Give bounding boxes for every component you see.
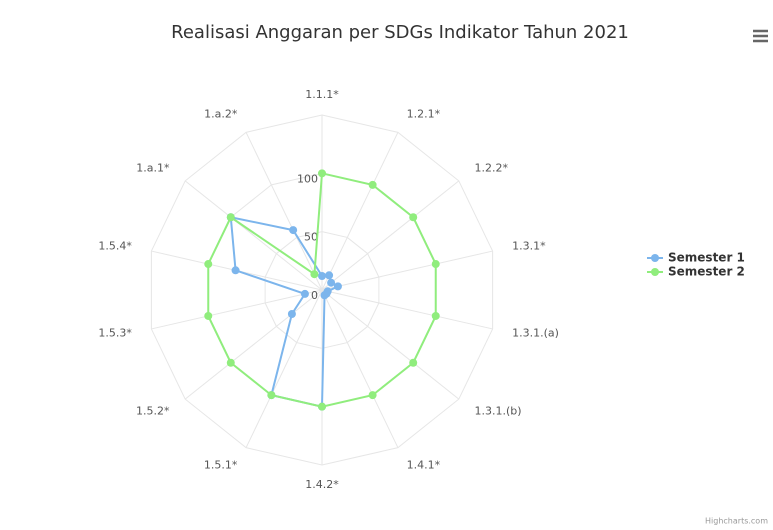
- series-point: [318, 402, 326, 411]
- category-label: 1.3.1.(a): [512, 326, 559, 339]
- spoke: [321, 289, 460, 400]
- category-label: 1.a.1*: [136, 161, 170, 174]
- legend-item[interactable]: Semester 1: [647, 251, 745, 265]
- y-tick-label: 100: [297, 172, 318, 185]
- series-point: [204, 311, 213, 320]
- category-label: 1.4.1*: [407, 459, 441, 472]
- category-label: 1.a.2*: [204, 107, 238, 120]
- legend-label: Semester 1: [668, 251, 745, 265]
- chart-title: Realisasi Anggaran per SDGs Indikator Ta…: [171, 22, 629, 43]
- spoke: [321, 289, 399, 448]
- series-point: [289, 226, 298, 235]
- grid: [150, 114, 494, 466]
- category-label: 1.1.1*: [305, 88, 339, 101]
- spoke: [321, 250, 493, 291]
- series-point: [318, 169, 326, 178]
- spoke: [245, 132, 323, 291]
- legend-marker: [651, 254, 659, 262]
- series-point: [431, 311, 440, 320]
- series-point: [226, 358, 235, 367]
- series-point: [320, 291, 329, 300]
- series-point: [204, 260, 213, 269]
- category-label: 1.4.2*: [305, 478, 339, 491]
- category-label: 1.5.4*: [98, 240, 132, 253]
- series-point: [325, 271, 334, 280]
- legend-marker: [651, 268, 659, 276]
- series-point: [300, 289, 309, 298]
- category-label: 1.5.3*: [98, 326, 132, 339]
- spoke: [151, 289, 323, 330]
- spoke: [321, 289, 493, 330]
- category-label: 1.5.2*: [136, 405, 170, 418]
- series-point: [368, 180, 377, 189]
- series-point: [327, 278, 336, 287]
- category-label: 1.2.1*: [407, 107, 441, 120]
- series-point: [267, 391, 276, 400]
- category-label: 1.3.1*: [512, 240, 546, 253]
- series-point: [333, 282, 342, 291]
- series-point: [231, 266, 240, 275]
- menu-button[interactable]: [750, 26, 770, 46]
- legend-item[interactable]: Semester 2: [647, 265, 745, 279]
- spoke: [321, 132, 399, 291]
- credits[interactable]: Highcharts.com: [705, 517, 768, 526]
- series-point: [368, 391, 377, 400]
- series-point: [287, 310, 296, 319]
- spoke: [321, 180, 460, 291]
- series-point: [431, 260, 440, 269]
- series-point: [318, 272, 326, 280]
- series-point: [310, 270, 319, 279]
- legend-label: Semester 2: [668, 265, 745, 279]
- y-tick-label: 0: [311, 289, 318, 302]
- y-tick-label: 50: [304, 231, 318, 244]
- series-point: [409, 358, 418, 367]
- category-label: 1.3.1.(b): [474, 405, 521, 418]
- series-point: [226, 213, 235, 222]
- series-point: [409, 213, 418, 222]
- category-label: 1.5.1*: [204, 459, 238, 472]
- spoke: [184, 289, 323, 400]
- spoke: [245, 289, 323, 448]
- spoke: [184, 180, 323, 291]
- category-label: 1.2.2*: [474, 161, 508, 174]
